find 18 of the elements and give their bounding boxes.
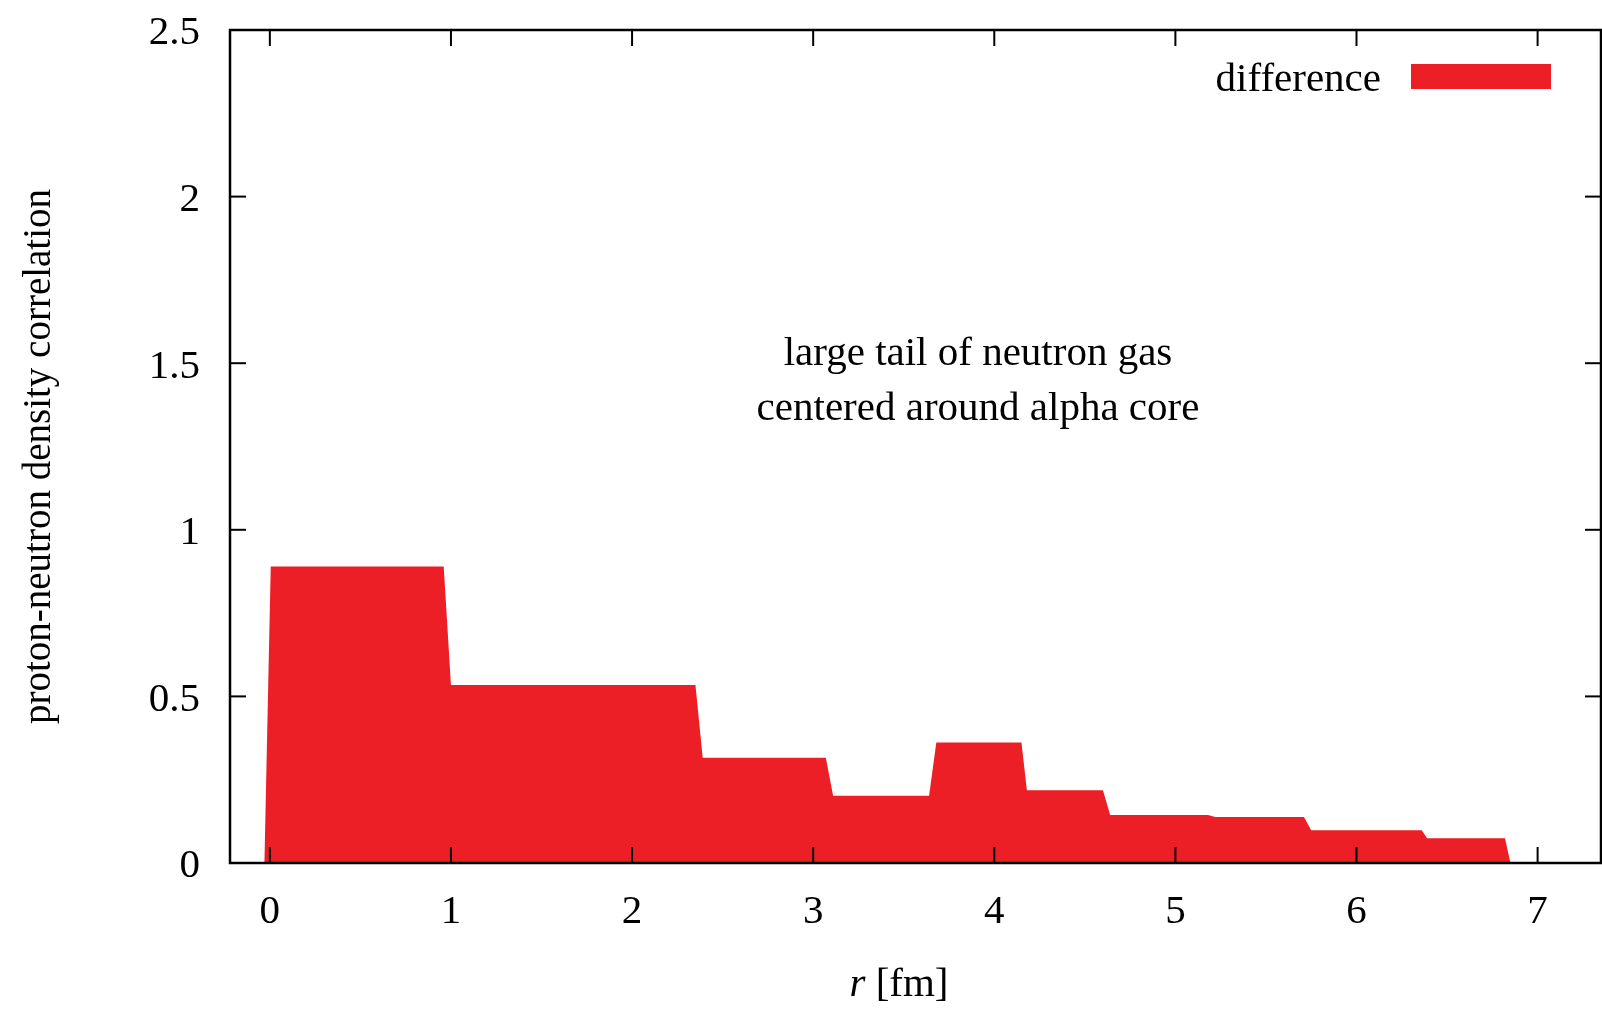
- x-tick-label: 2: [621, 886, 643, 932]
- y-tick-label: 2.5: [148, 7, 200, 54]
- x-tick-label: 4: [984, 886, 1005, 932]
- x-axis-title: r [fm]: [849, 959, 949, 1005]
- y-tick-label: 0: [179, 840, 200, 887]
- x-tick-label: 5: [1165, 886, 1186, 932]
- x-tick-label: 1: [440, 886, 462, 932]
- y-tick-label: 1: [179, 507, 200, 554]
- x-tick-label: 6: [1346, 886, 1367, 932]
- y-axis-title: proton-neutron density correlation: [15, 188, 59, 725]
- legend-label: difference: [1215, 54, 1381, 101]
- y-tick-label: 0.5: [148, 673, 200, 720]
- x-tick-label: 0: [259, 886, 281, 932]
- x-tick-label: 7: [1527, 886, 1548, 932]
- x-tick-label: 3: [802, 886, 824, 932]
- y-tick-label: 1.5: [148, 340, 200, 387]
- y-tick-label: 2: [179, 173, 200, 220]
- annotation: large tail of neutron gas centered around alpha core: [756, 328, 1200, 429]
